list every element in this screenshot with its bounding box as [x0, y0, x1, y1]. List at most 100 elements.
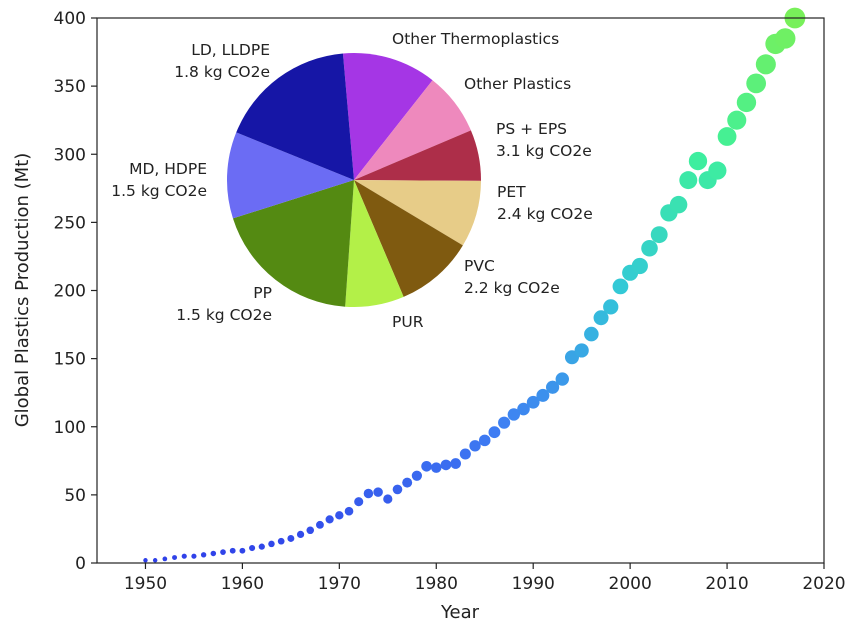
data-point — [411, 470, 422, 481]
pie-slice — [345, 180, 404, 307]
data-point — [162, 556, 168, 562]
data-point — [249, 544, 256, 552]
x-tick-label: 1960 — [221, 574, 264, 594]
data-point — [641, 239, 658, 257]
y-tick-label: 350 — [54, 77, 86, 97]
y-axis-title: Global Plastics Production (Mt) — [12, 153, 33, 428]
data-point — [296, 530, 305, 539]
pie-label-line: 2.4 kg CO2e — [497, 205, 593, 223]
data-point — [440, 459, 452, 471]
y-tick-label: 300 — [54, 145, 86, 165]
data-point — [363, 488, 374, 499]
y-tick-label: 0 — [75, 554, 86, 574]
data-point — [430, 462, 442, 473]
data-point — [708, 161, 727, 180]
data-point — [354, 497, 364, 507]
data-point — [152, 558, 158, 563]
x-axis-title: Year — [440, 602, 480, 623]
pie-slice — [342, 52, 433, 180]
data-point — [402, 477, 413, 488]
pie-label-line: MD, HDPE — [129, 160, 207, 178]
pie-slice — [354, 180, 481, 246]
data-point — [574, 343, 589, 358]
pie-slice-label: Other Plastics — [464, 75, 571, 93]
data-point — [392, 484, 403, 495]
pie-slice-label: PS + EPS 3.1 kg CO2e — [496, 120, 592, 160]
data-point — [306, 526, 315, 535]
data-point — [727, 110, 747, 130]
x-axis: 1950 1960 1970 1980 1990 2000 2010 2020 — [124, 563, 846, 594]
pie-slice-label: PVC 2.2 kg CO2e — [464, 257, 560, 297]
x-tick-label: 2020 — [802, 574, 845, 594]
data-point — [268, 540, 275, 548]
pie-label-line: 3.1 kg CO2e — [496, 142, 592, 160]
data-point — [746, 73, 767, 94]
data-point — [181, 553, 187, 559]
data-point — [593, 310, 609, 326]
pie-slice — [232, 180, 354, 307]
x-tick-label: 1990 — [512, 574, 555, 594]
pie-slice-label: PP 1.5 kg CO2e — [176, 284, 272, 324]
data-point — [526, 395, 540, 409]
pie-label-line: PUR — [392, 313, 424, 331]
pie-slice — [354, 180, 463, 297]
x-tick-label: 1970 — [318, 574, 361, 594]
data-point — [650, 226, 668, 244]
data-point — [631, 257, 648, 275]
x-tick-label: 2010 — [705, 574, 748, 594]
data-point — [335, 511, 344, 520]
data-point — [143, 558, 148, 563]
y-tick-label: 250 — [54, 213, 86, 233]
x-tick-label: 1950 — [124, 574, 167, 594]
x-tick-label: 1980 — [415, 574, 458, 594]
data-point — [736, 92, 757, 113]
data-point — [545, 380, 560, 394]
data-point — [603, 299, 619, 315]
pie-label-line: PET — [497, 183, 526, 201]
data-point — [421, 460, 432, 472]
data-point — [287, 535, 295, 542]
data-point — [373, 487, 383, 497]
pie-slice — [236, 53, 354, 181]
data-point — [258, 543, 265, 550]
pie-label-line: 1.5 kg CO2e — [176, 306, 272, 324]
plot-frame — [96, 17, 825, 564]
pie-label-line: PP — [253, 284, 272, 302]
y-tick-label: 100 — [54, 418, 86, 438]
pie-slice — [226, 132, 354, 219]
data-point — [679, 171, 698, 190]
data-point — [517, 402, 530, 416]
data-point — [344, 506, 354, 516]
pie-label-line: PVC — [464, 257, 495, 275]
data-point — [488, 426, 501, 439]
data-point — [325, 515, 334, 524]
inset-pie-chart: Other Thermoplastics Other Plastics PS + E… — [111, 30, 593, 331]
data-point — [478, 434, 491, 447]
pie-slice-label: PUR — [392, 313, 424, 331]
pie-slice-label: Other Thermoplastics — [392, 30, 559, 48]
data-point — [459, 448, 471, 460]
data-point — [277, 537, 285, 545]
scatter-series — [143, 7, 806, 563]
data-point — [450, 458, 462, 469]
pie-slice-label: MD, HDPE 1.5 kg CO2e — [111, 160, 207, 200]
data-point — [755, 54, 776, 75]
y-tick-label: 400 — [54, 9, 86, 29]
y-tick-label: 150 — [54, 350, 86, 370]
data-point — [688, 151, 708, 171]
pie-label-line: Other Plastics — [464, 75, 571, 93]
y-axis: 0 50 100 150 200 250 300 350 400 — [54, 9, 97, 574]
y-tick-label: 200 — [54, 282, 86, 302]
data-point — [316, 520, 324, 529]
y-tick-label: 50 — [64, 486, 86, 506]
pie-label-line: 1.5 kg CO2e — [111, 182, 207, 200]
pie-slice-label: LD, LLDPE 1.8 kg CO2e — [174, 41, 270, 81]
data-point — [383, 494, 393, 504]
pie-label-line: PS + EPS — [496, 120, 567, 138]
pie-slice — [354, 130, 482, 181]
x-tick-label: 2000 — [609, 574, 652, 594]
data-point — [229, 547, 236, 554]
data-point — [210, 550, 217, 557]
data-point — [498, 416, 511, 429]
